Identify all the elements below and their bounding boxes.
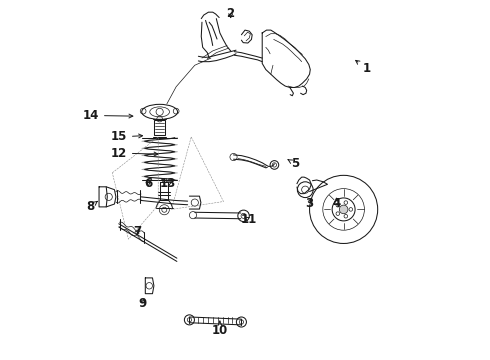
Circle shape bbox=[339, 205, 348, 214]
Text: 7: 7 bbox=[133, 225, 142, 238]
Text: 2: 2 bbox=[226, 7, 235, 20]
Text: 12: 12 bbox=[111, 147, 158, 159]
Text: 5: 5 bbox=[288, 157, 299, 170]
Text: 13: 13 bbox=[160, 177, 176, 190]
Text: 6: 6 bbox=[144, 177, 152, 190]
Text: 14: 14 bbox=[83, 109, 133, 122]
Text: 10: 10 bbox=[212, 321, 228, 337]
Text: 3: 3 bbox=[305, 197, 314, 210]
Text: 4: 4 bbox=[332, 197, 341, 210]
Text: 15: 15 bbox=[111, 130, 143, 144]
Text: 11: 11 bbox=[241, 213, 257, 226]
Text: 8: 8 bbox=[86, 201, 97, 213]
Text: 9: 9 bbox=[139, 297, 147, 310]
Text: 1: 1 bbox=[356, 60, 371, 75]
